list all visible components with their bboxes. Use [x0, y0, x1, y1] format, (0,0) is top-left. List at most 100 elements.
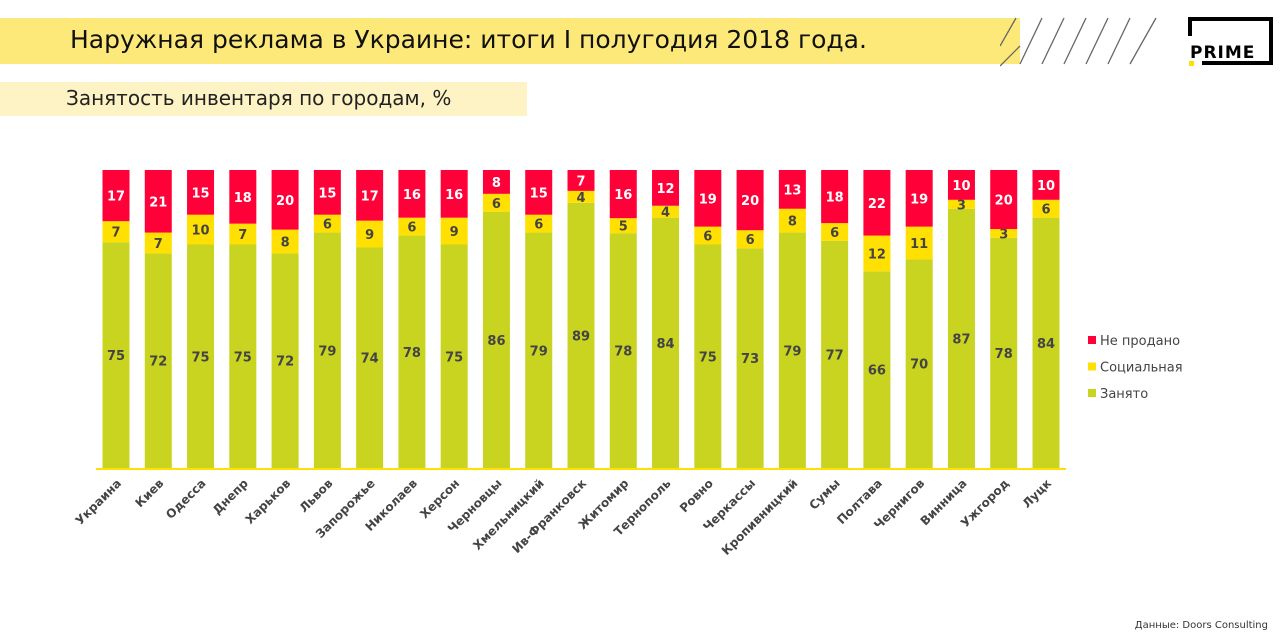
data-label: 3 [957, 198, 966, 213]
data-label: 78 [403, 346, 421, 361]
bar-segment [525, 214, 553, 233]
bar-segment [863, 271, 891, 468]
bar-segment [440, 170, 468, 218]
bar-segment [144, 170, 172, 233]
source-note: Данные: Doors Consulting [1134, 620, 1268, 631]
data-label: 6 [746, 233, 755, 248]
logo-text: PRIME [1190, 43, 1255, 63]
bar-segment [482, 170, 510, 194]
bar-segment [652, 205, 680, 218]
bar-segment [652, 170, 680, 206]
bar-segment [102, 242, 130, 468]
data-label: 3 [999, 227, 1008, 242]
data-label: 78 [614, 345, 632, 360]
bar-segment [778, 170, 806, 209]
x-tick-label: Сумы [806, 476, 842, 512]
bar-segment [525, 170, 553, 215]
legend-label: Социальная [1100, 361, 1183, 376]
data-label: 15 [530, 186, 548, 201]
data-label: 21 [149, 195, 167, 210]
data-label: 78 [995, 347, 1013, 362]
data-label: 75 [191, 350, 209, 365]
legend-label: Не продано [1100, 334, 1180, 349]
bar-segment [567, 190, 595, 203]
bar-segment [947, 170, 975, 200]
bar-segment [609, 233, 637, 468]
bar-segment [736, 248, 764, 468]
data-label: 15 [191, 186, 209, 201]
bar-segment [609, 218, 637, 234]
data-label: 15 [318, 186, 336, 201]
bar-segment [821, 170, 849, 224]
bar-segment [229, 244, 257, 468]
data-label: 6 [492, 197, 501, 212]
bar-segment [187, 244, 215, 468]
data-label: 73 [741, 352, 759, 367]
decorative-hatch [1000, 17, 1157, 67]
x-tick-label: Ровно [677, 476, 716, 515]
data-label: 17 [107, 190, 125, 205]
x-tick-label: Украина [73, 476, 125, 528]
bar-segment [652, 217, 680, 468]
data-label: 70 [910, 358, 928, 373]
bar-segment [609, 170, 637, 219]
bar-segment [313, 214, 341, 233]
bar-segment [356, 220, 384, 248]
bar-segment [694, 226, 722, 245]
data-label: 7 [111, 226, 120, 241]
data-label: 9 [450, 225, 459, 240]
bar-segment [694, 244, 722, 468]
bar-segment [271, 229, 299, 254]
bar-segment [482, 193, 510, 212]
bar-segment [567, 202, 595, 468]
data-label: 74 [361, 352, 379, 367]
data-label: 10 [191, 224, 209, 239]
data-label: 8 [788, 215, 797, 230]
data-label: 7 [576, 174, 585, 189]
bar-segment [356, 247, 384, 468]
bar-segment [229, 170, 257, 224]
bar-segment [313, 170, 341, 215]
data-label: 18 [826, 191, 844, 206]
data-label: 16 [614, 188, 632, 203]
data-label: 84 [656, 337, 674, 352]
bar-segment [990, 229, 1018, 238]
data-label: 72 [149, 355, 167, 370]
data-label: 72 [276, 355, 294, 370]
x-tick-label: Киев [132, 476, 166, 510]
bar-segment [1032, 217, 1060, 468]
data-label: 6 [830, 226, 839, 241]
bar-segment [398, 235, 426, 468]
bar-segment [313, 232, 341, 468]
data-label: 16 [403, 188, 421, 203]
prime-logo: PRIME [1188, 17, 1273, 66]
bar-segment [440, 244, 468, 468]
data-label: 4 [576, 191, 585, 206]
data-label: 7 [238, 228, 247, 243]
bar-segment [229, 223, 257, 245]
bar-segment [905, 226, 933, 260]
page-title: Наружная реклама в Украине: итоги I полу… [70, 25, 867, 54]
bar-segment [778, 232, 806, 468]
bar-segment [187, 170, 215, 215]
x-tick-label: Львов [297, 476, 336, 515]
data-label: 20 [276, 194, 294, 209]
data-label: 75 [234, 350, 252, 365]
data-label: 89 [572, 329, 590, 344]
bar-segment [482, 211, 510, 468]
title-band [0, 18, 1020, 64]
data-label: 79 [318, 344, 336, 359]
data-label: 6 [703, 230, 712, 245]
bar-segment [525, 232, 553, 468]
data-label: 86 [487, 334, 505, 349]
data-label: 12 [656, 182, 674, 197]
bar-segment [271, 253, 299, 468]
bar-segment [694, 170, 722, 227]
data-label: 13 [783, 183, 801, 198]
x-tick-label: Днепр [210, 476, 251, 517]
bar-segment [567, 170, 595, 191]
bar-segment [144, 232, 172, 254]
data-label: 17 [361, 189, 379, 204]
